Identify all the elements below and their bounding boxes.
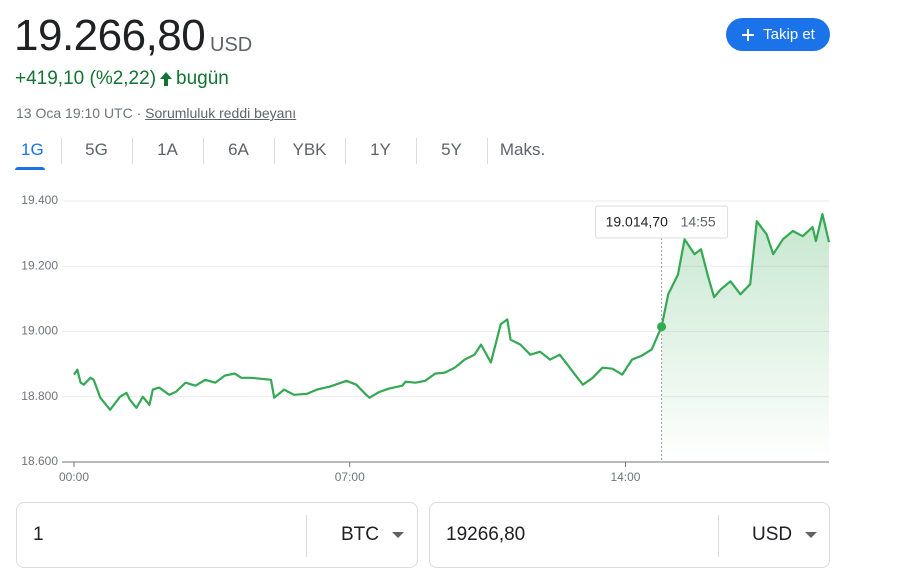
tooltip-time: 14:55 bbox=[681, 214, 716, 230]
range-tab[interactable]: 6A bbox=[203, 136, 274, 170]
dropdown-icon[interactable] bbox=[805, 532, 817, 539]
change-value: +419,10 (%2,22) bbox=[15, 68, 157, 89]
range-tab[interactable]: YBK bbox=[274, 136, 345, 170]
to-box[interactable]: 19266,80 USD bbox=[429, 502, 830, 568]
change: +419,10 (%2,22) bugün bbox=[15, 68, 229, 90]
y-tick-label: 19.000 bbox=[21, 324, 58, 338]
range-tab[interactable]: 1G bbox=[15, 136, 61, 170]
y-tick-label: 19.400 bbox=[21, 193, 58, 207]
range-tab[interactable]: Maks. bbox=[487, 136, 558, 170]
range-tab[interactable]: 5G bbox=[61, 136, 132, 170]
divider bbox=[718, 515, 719, 557]
timestamp: 13 Oca 19:10 UTC · bbox=[16, 105, 146, 121]
plus-icon bbox=[742, 28, 755, 41]
price-line bbox=[73, 213, 831, 411]
range-tabs: 1G 5G 1A 6A YBK 1Y 5Y Maks. bbox=[15, 136, 558, 170]
y-tick-label: 19.200 bbox=[21, 258, 58, 272]
from-amount[interactable]: 1 bbox=[33, 524, 44, 545]
price: 19.266,80 bbox=[14, 11, 206, 60]
x-tick-label: 00:00 bbox=[59, 470, 89, 484]
x-tick-label: 07:00 bbox=[335, 470, 365, 484]
range-tab[interactable]: 5Y bbox=[416, 136, 487, 170]
up-arrow-icon bbox=[160, 72, 173, 86]
period: bugün bbox=[176, 68, 229, 89]
range-tab[interactable]: 1Y bbox=[345, 136, 416, 170]
disclaimer-link[interactable]: Sorumluluk reddi beyanı bbox=[145, 105, 297, 121]
tooltip-box bbox=[595, 205, 729, 239]
tooltip-value: 19.014,70 bbox=[606, 214, 668, 230]
follow-label: Takip et bbox=[763, 26, 815, 43]
y-tick-label: 18.800 bbox=[21, 389, 58, 403]
cursor-dot bbox=[657, 322, 667, 332]
timestamp-row: 13 Oca 19:10 UTC · Sorumluluk reddi beya… bbox=[16, 105, 296, 121]
follow-button[interactable]: Takip et bbox=[726, 18, 830, 51]
price-chart: 18.600 18.800 19.000 19.200 19.400 00:00 07:00… bbox=[21, 193, 831, 484]
x-tick-label: 14:00 bbox=[610, 470, 640, 484]
y-tick-label: 18.600 bbox=[21, 454, 58, 468]
dropdown-icon[interactable] bbox=[392, 532, 404, 539]
from-box[interactable]: 1 BTC bbox=[16, 502, 418, 568]
divider bbox=[306, 515, 307, 557]
to-amount[interactable]: 19266,80 bbox=[446, 524, 526, 545]
currency: USD bbox=[210, 34, 253, 56]
from-currency[interactable]: BTC bbox=[341, 524, 379, 545]
range-tab[interactable]: 1A bbox=[132, 136, 203, 170]
to-currency[interactable]: USD bbox=[752, 524, 793, 545]
area-fill bbox=[661, 214, 829, 462]
